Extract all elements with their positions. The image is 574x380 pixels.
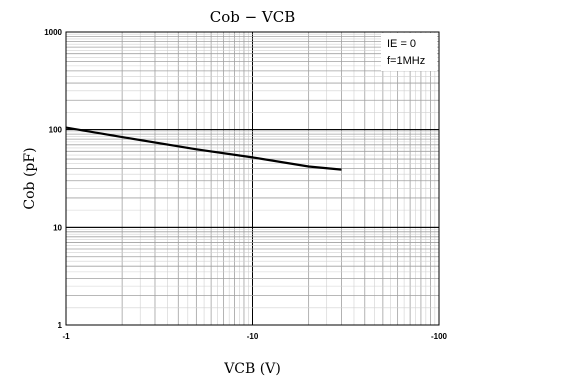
x-tick-label: -100 (431, 332, 448, 341)
chart-grid (66, 32, 439, 325)
y-axis-title: Cob (pF) (22, 147, 38, 209)
y-tick-label: 1 (58, 321, 63, 330)
x-tick-label: -10 (247, 332, 259, 341)
x-tick-labels: -1 -10 -100 (62, 332, 447, 341)
chart-title: Cob − VCB (210, 8, 296, 26)
x-tick-label: -1 (62, 332, 70, 341)
conditions-box: IE = 0 f=1MHz (381, 33, 437, 71)
y-tick-labels: 1 10 100 1000 (44, 28, 62, 330)
condition-freq: f=1MHz (387, 55, 425, 67)
x-axis-title: VCB (V) (223, 361, 281, 377)
y-tick-label: 10 (53, 223, 62, 232)
y-tick-label: 100 (49, 126, 63, 135)
condition-ie: IE = 0 (387, 38, 416, 50)
y-tick-label: 1000 (44, 28, 62, 37)
